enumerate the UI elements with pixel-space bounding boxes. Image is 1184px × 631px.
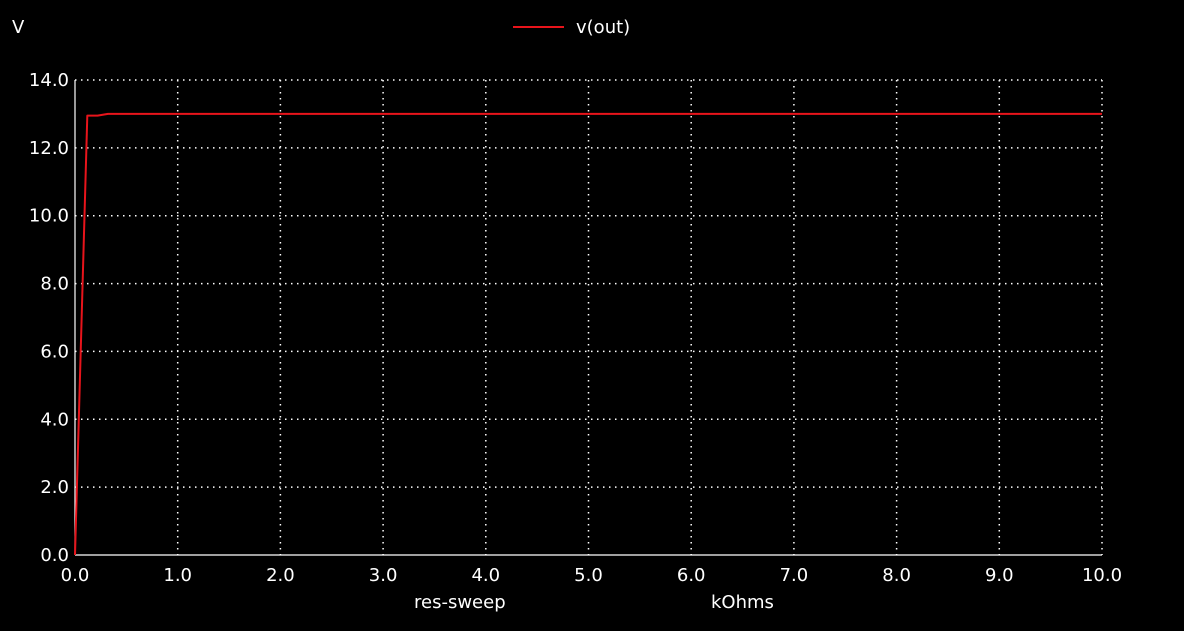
legend-label: v(out) <box>576 17 630 38</box>
x-tick-label: 5.0 <box>574 565 603 586</box>
x-tick-label: 8.0 <box>882 565 911 586</box>
y-tick-label: 4.0 <box>40 409 69 430</box>
grid-lines <box>75 79 1103 555</box>
x-axis-unit: kOhms <box>711 592 774 613</box>
x-tick-label: 9.0 <box>985 565 1014 586</box>
series-lines <box>74 112 1102 556</box>
x-tick-label: 6.0 <box>677 565 706 586</box>
x-tick-label: 4.0 <box>471 565 500 586</box>
y-tick-label: 8.0 <box>40 274 69 295</box>
y-tick-label: 0.0 <box>40 545 69 566</box>
x-tick-label: 0.0 <box>61 565 90 586</box>
y-tick-labels: 0.0 2.0 4.0 6.0 8.0 10.0 12.0 14.0 <box>29 70 69 566</box>
legend: v(out) <box>513 17 630 38</box>
y-tick-label: 14.0 <box>29 70 69 91</box>
x-axis-label: res-sweep <box>414 592 506 613</box>
x-tick-label: 3.0 <box>369 565 398 586</box>
series-line-vout <box>74 112 1102 556</box>
y-tick-label: 10.0 <box>29 206 69 227</box>
y-tick-label: 6.0 <box>40 341 69 362</box>
axes <box>74 80 1102 556</box>
y-axis-label: V <box>12 17 25 38</box>
x-tick-label: 1.0 <box>163 565 192 586</box>
y-tick-label: 2.0 <box>40 477 69 498</box>
y-tick-label: 12.0 <box>29 138 69 159</box>
x-tick-label: 7.0 <box>780 565 809 586</box>
x-tick-label: 10.0 <box>1082 565 1122 586</box>
x-tick-labels: 0.0 1.0 2.0 3.0 4.0 5.0 6.0 7.0 8.0 9.0 10.0 <box>61 565 1122 586</box>
x-tick-label: 2.0 <box>266 565 295 586</box>
